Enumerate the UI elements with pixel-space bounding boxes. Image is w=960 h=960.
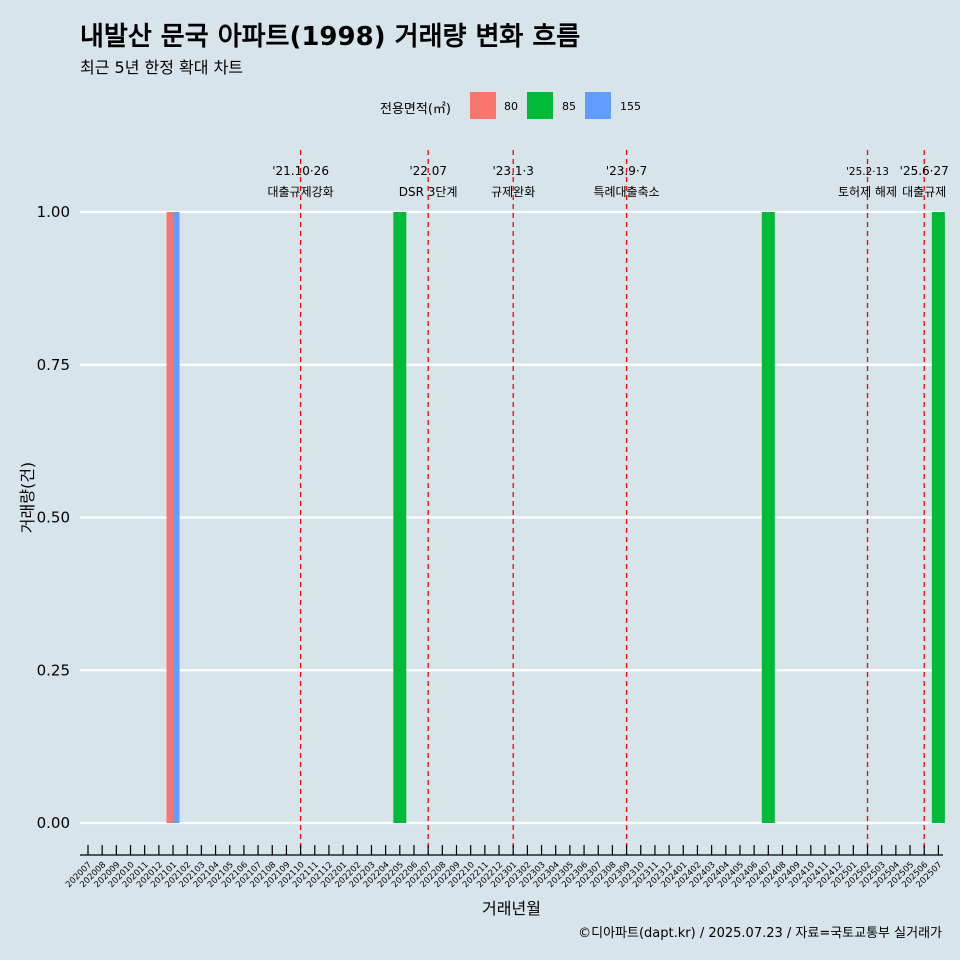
- legend-label-85: 85: [562, 100, 576, 113]
- y-tick-label: 0.25: [37, 661, 70, 679]
- event-date-202110: '21.10·26: [272, 164, 329, 178]
- legend-key-85: [527, 92, 553, 119]
- chart-caption: ©디아파트(dapt.kr) / 2025.07.23 / 자료=국토교통부 실…: [578, 926, 942, 941]
- bar-155-202101: [173, 212, 180, 823]
- legend-key-155: [585, 92, 611, 119]
- legend: 전용면적(㎡) 80 85 155: [0, 92, 960, 122]
- event-label-202506: 대출규제: [902, 185, 946, 199]
- legend-label-155: 155: [620, 100, 641, 113]
- y-axis-title: 거래량(건): [18, 462, 37, 533]
- event-date-202502: '25.2·13: [846, 166, 889, 178]
- x-axis-title: 거래년월: [482, 899, 541, 918]
- event-date-202506: '25.6·27: [900, 164, 949, 178]
- legend-key-80: [470, 92, 496, 119]
- event-date-202301: '23.1·3: [492, 164, 533, 178]
- chart-subtitle: 최근 5년 한정 확대 차트: [80, 58, 244, 77]
- y-tick-label: 0.00: [37, 814, 70, 832]
- legend-label-80: 80: [504, 100, 518, 113]
- event-label-202207: DSR 3단계: [399, 185, 458, 199]
- y-tick-label: 0.50: [37, 509, 70, 527]
- event-date-202309: '23.9·7: [606, 164, 647, 178]
- event-label-202309: 특례대출축소: [593, 185, 659, 199]
- chart-title: 내발산 문국 아파트(1998) 거래량 변화 흐름: [80, 22, 581, 52]
- y-tick-label: 1.00: [37, 203, 70, 221]
- bar-80-202101: [166, 212, 174, 823]
- y-tick-label: 0.75: [37, 356, 70, 374]
- event-date-202207: '22.07: [409, 164, 447, 178]
- event-label-202502: 토허제 해제: [838, 185, 897, 199]
- event-label-202110: 대출규제강화: [267, 185, 333, 199]
- event-label-202301: 규제완화: [491, 185, 535, 199]
- bar-85-202205: [393, 212, 407, 823]
- bar-85-202507: [931, 212, 945, 823]
- bar-85-202407: [761, 212, 775, 823]
- legend-title: 전용면적(㎡): [380, 102, 451, 117]
